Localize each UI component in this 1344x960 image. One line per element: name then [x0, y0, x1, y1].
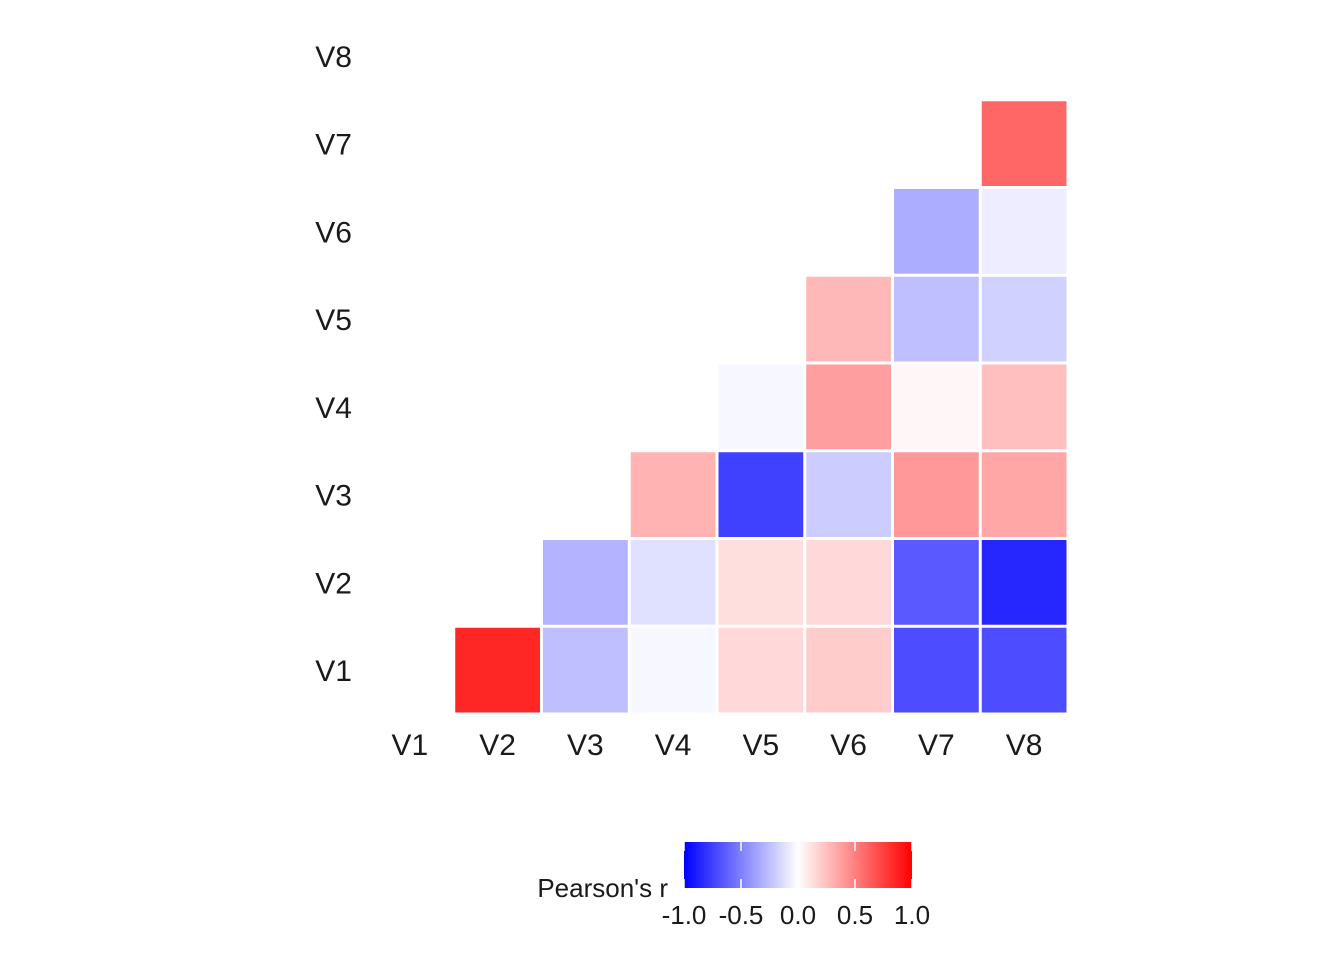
x-tick-label-v4: V4	[655, 729, 692, 762]
heatmap-cell-v7-v5	[894, 276, 979, 362]
x-tick-label-v2: V2	[479, 729, 516, 762]
heatmap-cell-v7-v2	[894, 540, 979, 625]
y-tick-label-v7: V7	[315, 129, 352, 162]
y-tick-label-v2: V2	[315, 567, 352, 600]
heatmap-cell-v5-v2	[718, 540, 804, 625]
heatmap-cell-v6-v1	[806, 627, 891, 713]
heatmap-cells	[455, 101, 1067, 713]
heatmap-cell-v7-v3	[894, 452, 979, 537]
heatmap-cell-v3-v1	[543, 627, 628, 713]
x-tick-label-v3: V3	[567, 729, 604, 762]
heatmap-cell-v7-v1	[894, 627, 979, 713]
heatmap-cell-v8-v4	[981, 364, 1067, 450]
y-tick-label-v1: V1	[315, 655, 352, 688]
heatmap-cell-v5-v1	[718, 627, 804, 713]
y-tick-label-v8: V8	[315, 41, 352, 74]
x-tick-label-v5: V5	[743, 729, 780, 762]
x-tick-label-v6: V6	[830, 729, 867, 762]
legend-tick-label-0_0: 0.0	[780, 900, 816, 930]
x-tick-label-v7: V7	[918, 729, 955, 762]
heatmap-cell-v8-v1	[981, 627, 1067, 713]
heatmap-cell-v6-v4	[806, 364, 891, 450]
heatmap-cell-v8-v3	[981, 452, 1067, 537]
heatmap-cell-v5-v4	[718, 364, 804, 450]
heatmap-cell-v8-v7	[981, 101, 1067, 186]
heatmap-cell-v4-v1	[630, 627, 716, 713]
heatmap-cell-v6-v5	[806, 276, 891, 362]
heatmap-cell-v6-v3	[806, 452, 891, 537]
heatmap-cell-v3-v2	[543, 540, 628, 625]
heatmap-cell-v5-v3	[718, 452, 804, 537]
heatmap-cell-v2-v1	[455, 627, 540, 713]
x-tick-label-v8: V8	[1006, 729, 1043, 762]
x-tick-label-v1: V1	[392, 729, 429, 762]
heatmap-cell-v4-v3	[630, 452, 716, 537]
heatmap-cell-v6-v2	[806, 540, 891, 625]
legend-tick-label-neg0_5: -0.5	[719, 900, 764, 930]
heatmap-cell-v8-v2	[981, 540, 1067, 625]
heatmap-cell-v8-v5	[981, 276, 1067, 362]
y-tick-label-v6: V6	[315, 216, 352, 249]
y-tick-label-v4: V4	[315, 392, 352, 425]
heatmap-cell-v8-v6	[981, 189, 1067, 274]
y-axis-tick-labels: V1 V2 V3 V4 V5 V6 V7 V8	[315, 41, 352, 688]
heatmap-cell-v7-v6	[894, 189, 979, 274]
x-axis-tick-labels: V1 V2 V3 V4 V5 V6 V7 V8	[392, 729, 1043, 762]
heatmap-cell-v7-v4	[894, 364, 979, 450]
legend-ticks: -1.0 -0.5 0.0 0.5 1.0	[662, 842, 930, 930]
color-legend: Pearson's r -1.0 -0.5 0.0 0.5 1.0	[537, 842, 930, 930]
legend-title: Pearson's r	[537, 873, 668, 903]
y-tick-label-v5: V5	[315, 304, 352, 337]
y-tick-label-v3: V3	[315, 480, 352, 513]
legend-tick-label-neg1_0: -1.0	[662, 900, 707, 930]
legend-tick-label-0_5: 0.5	[837, 900, 873, 930]
heatmap-cell-v4-v2	[630, 540, 716, 625]
legend-tick-label-1_0: 1.0	[894, 900, 930, 930]
